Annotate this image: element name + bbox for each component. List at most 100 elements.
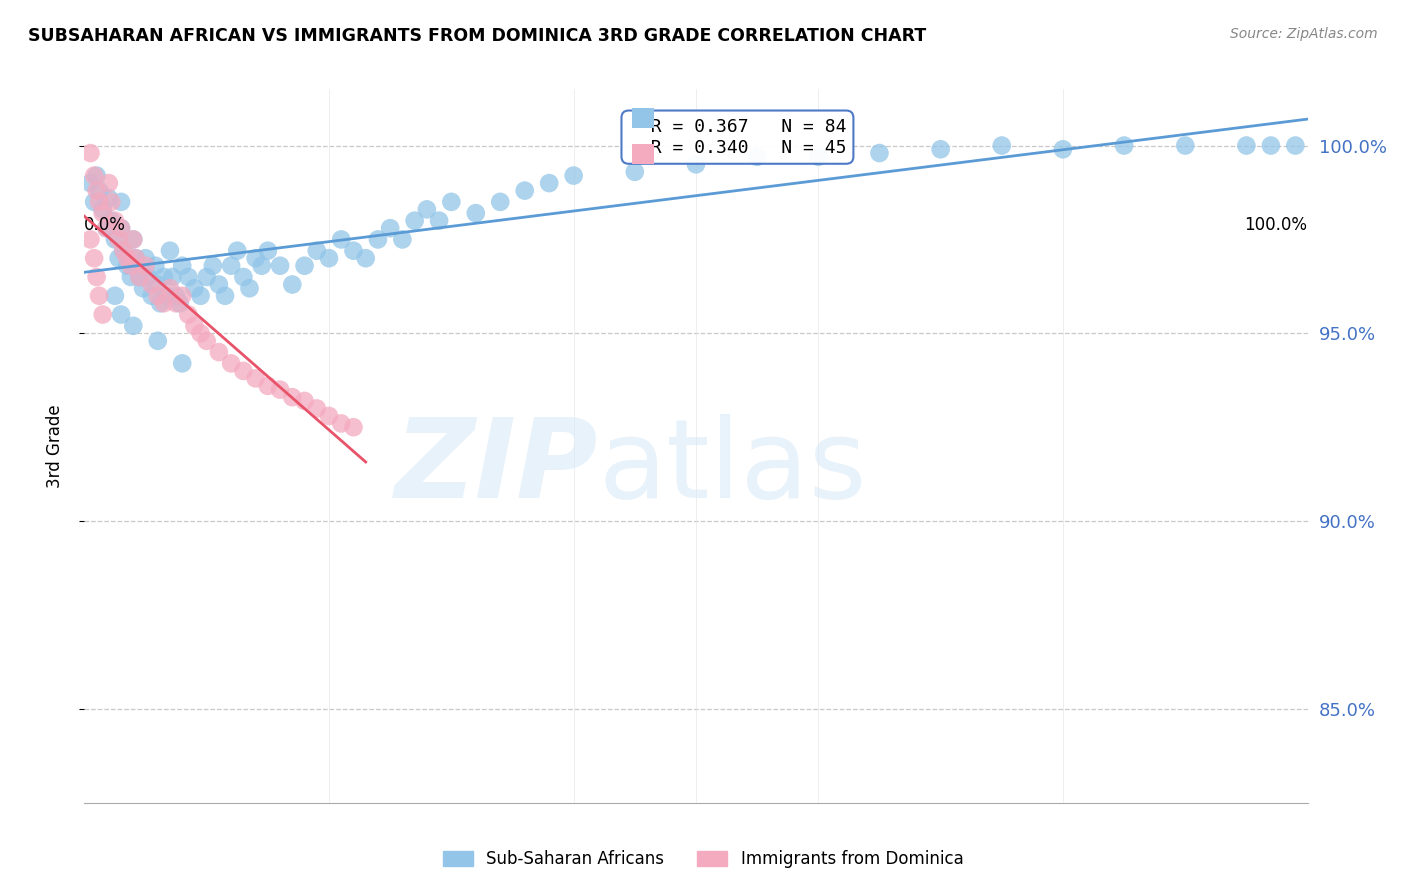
Point bbox=[141, 289, 163, 303]
Point bbox=[104, 232, 127, 246]
Y-axis label: 3rd Grade: 3rd Grade bbox=[45, 404, 63, 488]
Point bbox=[112, 244, 135, 258]
Point bbox=[143, 259, 166, 273]
Point bbox=[79, 176, 101, 190]
Point bbox=[83, 169, 105, 183]
Point bbox=[208, 277, 231, 292]
Point bbox=[232, 270, 254, 285]
Point bbox=[79, 146, 101, 161]
Point bbox=[172, 356, 194, 370]
Point bbox=[146, 289, 169, 303]
Point bbox=[128, 270, 150, 285]
Point bbox=[100, 194, 122, 209]
Point bbox=[269, 383, 291, 397]
Point bbox=[146, 334, 169, 348]
Point bbox=[330, 417, 353, 431]
Point bbox=[156, 289, 179, 303]
Point bbox=[367, 232, 389, 246]
Point bbox=[226, 244, 249, 258]
Point bbox=[685, 157, 707, 171]
Point bbox=[110, 194, 132, 209]
Point bbox=[86, 169, 108, 183]
Point bbox=[91, 308, 114, 322]
Point bbox=[104, 289, 127, 303]
Point bbox=[214, 289, 236, 303]
Point bbox=[110, 221, 132, 235]
Point bbox=[169, 296, 191, 310]
Point bbox=[929, 142, 952, 156]
Point bbox=[177, 270, 200, 285]
Point bbox=[165, 289, 187, 303]
Point bbox=[165, 296, 187, 310]
Point bbox=[159, 281, 181, 295]
Point bbox=[807, 150, 830, 164]
Point bbox=[305, 401, 328, 416]
Point bbox=[245, 251, 267, 265]
Point bbox=[132, 281, 155, 295]
Point bbox=[747, 150, 769, 164]
Point bbox=[159, 244, 181, 258]
Point bbox=[624, 165, 647, 179]
Point bbox=[342, 244, 364, 258]
Point bbox=[538, 176, 561, 190]
Point bbox=[120, 270, 142, 285]
Point bbox=[86, 184, 108, 198]
Point bbox=[281, 277, 304, 292]
Point bbox=[136, 270, 159, 285]
Point bbox=[513, 184, 536, 198]
Point bbox=[112, 244, 135, 258]
Point bbox=[115, 259, 138, 273]
Point bbox=[354, 251, 377, 265]
FancyBboxPatch shape bbox=[633, 145, 654, 164]
Point bbox=[135, 259, 157, 273]
Point bbox=[128, 270, 150, 285]
Point bbox=[257, 379, 280, 393]
Point bbox=[281, 390, 304, 404]
Point bbox=[208, 345, 231, 359]
Point bbox=[991, 138, 1014, 153]
Point bbox=[330, 232, 353, 246]
Point bbox=[107, 232, 129, 246]
Point bbox=[97, 176, 120, 190]
Point bbox=[96, 221, 118, 235]
Text: ZIP: ZIP bbox=[395, 414, 598, 521]
Point bbox=[238, 281, 260, 295]
Point bbox=[219, 356, 242, 370]
Point bbox=[440, 194, 463, 209]
Point bbox=[1260, 138, 1282, 153]
Point bbox=[183, 318, 205, 333]
Point bbox=[83, 194, 105, 209]
Point bbox=[305, 244, 328, 258]
Point bbox=[125, 251, 148, 265]
Point bbox=[122, 232, 145, 246]
Point bbox=[1052, 142, 1074, 156]
Point bbox=[464, 206, 486, 220]
Point bbox=[245, 371, 267, 385]
Point bbox=[122, 232, 145, 246]
Point bbox=[87, 184, 110, 198]
Text: R = 0.367   N = 84
  R = 0.340   N = 45: R = 0.367 N = 84 R = 0.340 N = 45 bbox=[628, 118, 846, 156]
Point bbox=[190, 326, 212, 341]
Text: Source: ZipAtlas.com: Source: ZipAtlas.com bbox=[1230, 27, 1378, 41]
Point bbox=[162, 270, 184, 285]
Point bbox=[149, 296, 172, 310]
Point bbox=[91, 206, 114, 220]
Point bbox=[250, 259, 273, 273]
Point bbox=[146, 277, 169, 292]
Point bbox=[190, 289, 212, 303]
Point bbox=[125, 251, 148, 265]
Point bbox=[183, 281, 205, 295]
Point bbox=[318, 409, 340, 423]
Point bbox=[86, 270, 108, 285]
Point bbox=[380, 221, 402, 235]
Point bbox=[1114, 138, 1136, 153]
Text: atlas: atlas bbox=[598, 414, 866, 521]
Point bbox=[201, 259, 224, 273]
Point bbox=[100, 213, 122, 227]
Point bbox=[869, 146, 891, 161]
Point bbox=[294, 259, 316, 273]
Point bbox=[104, 213, 127, 227]
Point bbox=[427, 213, 450, 227]
Point bbox=[195, 334, 218, 348]
Point bbox=[141, 277, 163, 292]
